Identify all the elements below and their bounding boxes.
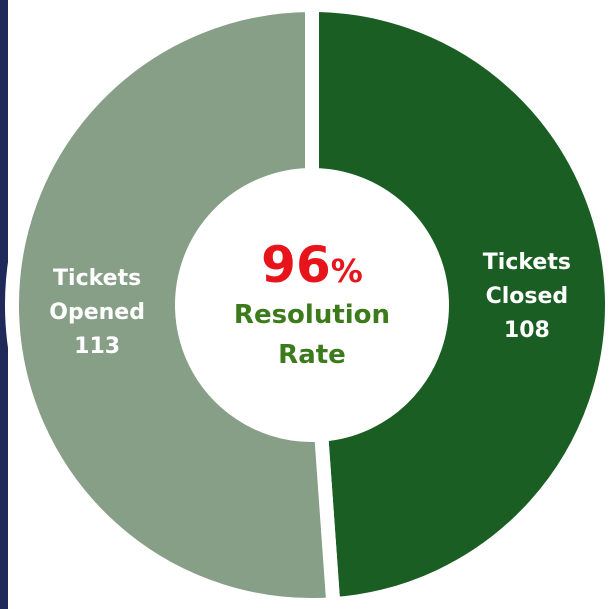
center-text: Resolution Rate [233,300,391,370]
segment-name: Tickets Opened [49,265,145,325]
segment-name: Tickets Closed [482,250,571,310]
segment-value: 108 [503,318,550,344]
segment-label: Tickets Closed 108 [472,246,582,348]
background-strip [0,0,8,609]
segment-label: Tickets Opened 113 [42,262,152,364]
center-suffix: % [330,252,363,290]
segment-value: 113 [74,333,121,359]
center-value: 96 [261,236,331,294]
donut-hole [182,175,442,435]
center-label: 96% Resolution Rate [212,235,412,375]
